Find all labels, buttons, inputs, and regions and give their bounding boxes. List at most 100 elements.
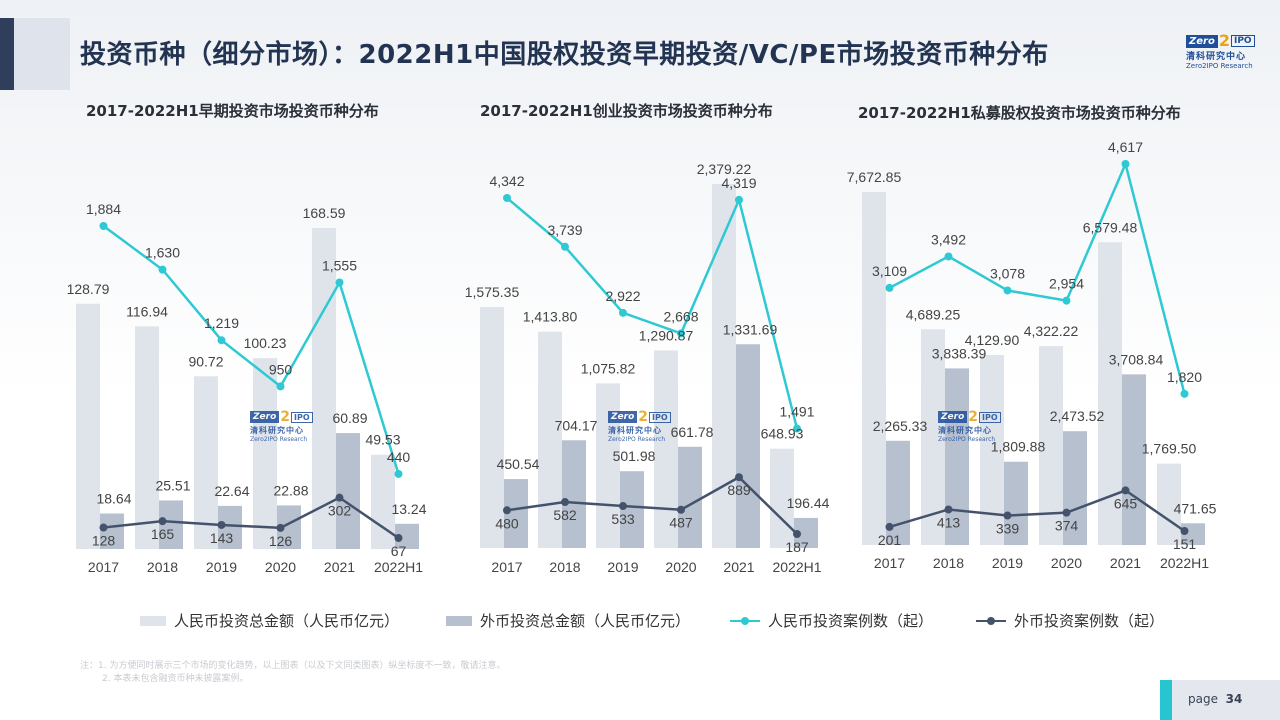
legend-swatch-fx-amount [446,615,472,626]
label-fx-amount: 3,708.84 [1109,351,1164,367]
point-fx-cases [1003,511,1012,520]
bar-rmb-amount [538,331,562,548]
label-rmb-amount: 116.94 [126,303,168,319]
logo-zero-text: Zero [1186,34,1218,48]
label-fx-amount: 13.24 [391,501,426,517]
point-fx-cases [503,506,511,515]
label-fx-cases: 582 [553,507,577,523]
label-rmb-amount: 90.72 [188,353,223,369]
label-rmb-cases: 1,491 [779,404,814,420]
label-rmb-cases: 2,954 [1049,276,1084,292]
legend-label-fx-cases: 外币投资案例数（起） [1014,612,1165,630]
bar-rmb-amount [1157,463,1181,545]
label-rmb-amount: 648.93 [761,426,804,442]
point-rmb-cases [503,194,511,202]
point-rmb-cases [1003,286,1012,295]
legend-swatch-rmb-cases [730,616,760,625]
label-fx-cases: 413 [937,514,961,530]
label-rmb-cases: 1,820 [1167,369,1202,385]
footer-panel [1172,680,1280,720]
label-rmb-amount: 1,575.35 [465,284,520,300]
bar-rmb-amount [596,383,620,548]
point-rmb-cases [335,278,344,287]
x-tick-label: 2021 [324,559,355,575]
point-rmb-cases [394,469,403,478]
watermark-logo-vc: Zero 2 IPO 清科研究中心 Zero2IPO Research [608,410,674,443]
title-accent-panel [14,18,70,90]
point-rmb-cases [1121,160,1130,168]
point-fx-cases [735,473,743,482]
wm-logo-cn: 清科研究中心 [608,426,662,435]
bar-rmb-amount [253,358,277,549]
wm-logo-en: Zero2IPO Research [938,436,996,443]
watermark-logo-pe: Zero 2 IPO 清科研究中心 Zero2IPO Research [938,410,1004,443]
bar-fx-amount [678,446,702,548]
bar-fx-amount [336,433,360,549]
point-rmb-cases [619,308,627,317]
legend-label-fx-amount: 外币投资总金额（人民币亿元） [480,612,691,630]
legend-swatch-fx-cases [976,616,1006,625]
point-rmb-cases [276,382,285,391]
wm-logo-ipo: IPO [649,411,671,423]
x-tick-label: 2019 [992,555,1023,571]
x-tick-label: 2021 [1110,555,1141,571]
label-fx-amount: 25.51 [155,477,190,493]
label-fx-cases: 126 [269,533,293,549]
label-rmb-cases: 4,617 [1108,139,1143,155]
line-rmb-cases [888,160,1186,395]
line-fx-cases [103,496,400,540]
point-fx-cases [885,522,894,531]
label-fx-cases: 67 [391,543,407,559]
point-fx-cases [99,523,108,532]
label-rmb-cases: 2,668 [663,308,698,324]
x-tick-label: 2017 [88,559,119,575]
point-fx-cases [335,493,344,502]
label-fx-amount: 661.78 [671,424,714,440]
label-fx-amount: 60.89 [332,410,367,426]
label-rmb-amount: 49.53 [365,432,400,448]
label-fx-amount: 1,809.88 [991,439,1046,455]
legend-rmb-amount: 人民币投资总金额（人民币亿元） [140,610,399,631]
point-fx-cases [158,517,167,526]
wm-logo-en: Zero2IPO Research [250,436,308,443]
page-number-value: 34 [1225,692,1243,706]
footnote-2: 2. 本表未包含融资币种未披露案例。 [102,674,249,684]
chart-title-pe: 2017-2022H1私募股权投资市场投资币种分布 [858,104,1181,122]
label-fx-cases: 143 [210,530,234,546]
label-rmb-cases: 3,739 [547,222,582,238]
bar-rmb-amount [712,184,736,548]
legend-rmb-cases: 人民币投资案例数（起） [730,610,933,631]
label-fx-cases: 339 [996,521,1020,537]
wm-logo-ipo: IPO [979,411,1001,423]
label-rmb-cases: 1,630 [145,245,180,261]
point-rmb-cases [677,329,685,338]
bar-rmb-amount [654,350,678,548]
point-fx-cases [276,523,285,532]
zero2ipo-logo: Zero 2 IPO 清科研究中心 Zero2IPO Research [1186,33,1255,70]
label-fx-amount: 3,838.39 [932,345,987,361]
x-tick-label: 2022H1 [772,559,821,575]
wm-logo-digit: 2 [968,409,979,425]
label-fx-cases: 151 [1173,536,1197,552]
label-fx-amount: 22.88 [273,482,308,498]
label-fx-amount: 2,473.52 [1050,408,1105,424]
label-fx-amount: 18.64 [96,491,131,507]
wm-logo-digit: 2 [280,409,291,425]
label-rmb-amount: 4,689.25 [906,306,961,322]
point-rmb-cases [158,265,167,274]
label-fx-cases: 128 [92,533,116,549]
legend-swatch-rmb-amount [140,615,166,626]
bar-rmb-amount [76,303,100,549]
bar-rmb-amount [194,376,218,549]
line-fx-cases [889,489,1186,533]
x-tick-label: 2020 [265,559,296,575]
point-fx-cases [619,502,627,511]
label-rmb-cases: 1,555 [322,257,357,273]
x-tick-label: 2017 [491,559,522,575]
label-rmb-cases: 4,342 [489,173,524,189]
label-rmb-amount: 1,413.80 [523,309,578,325]
bar-rmb-amount [770,448,794,548]
label-fx-cases: 889 [727,482,751,498]
legend-label-rmb-cases: 人民币投资案例数（起） [768,612,934,630]
x-tick-label: 2020 [1051,555,1082,571]
